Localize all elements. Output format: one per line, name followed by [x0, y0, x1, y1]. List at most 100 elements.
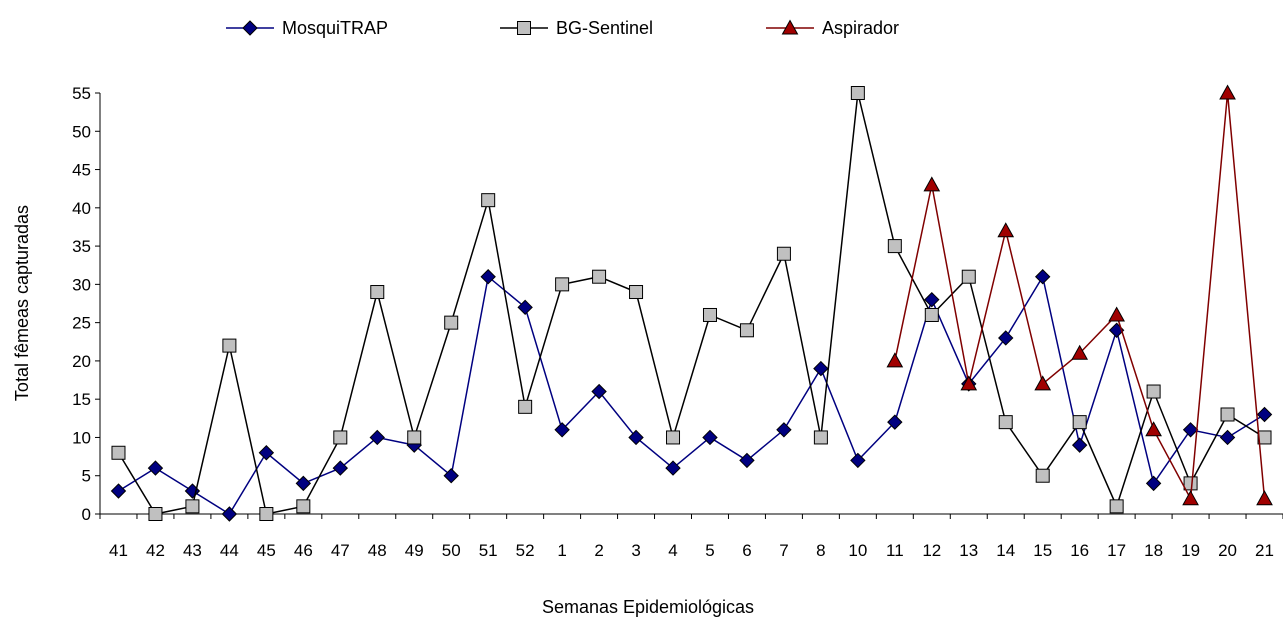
legend-marker-aspirador — [781, 19, 799, 35]
y-tick-label: 55 — [72, 84, 91, 103]
data-point-mosquitrap — [1145, 475, 1162, 492]
data-point-bg-sentinel — [111, 445, 126, 460]
data-point-aspirador — [1145, 421, 1162, 437]
x-tick-label: 20 — [1218, 541, 1237, 560]
data-point-mosquitrap — [813, 360, 829, 377]
legend-marker-mosquitrap — [242, 20, 258, 36]
x-axis-label: Semanas Epidemiológicas — [542, 597, 754, 617]
series-aspirador — [886, 84, 1273, 506]
data-point-bg-sentinel — [1035, 468, 1050, 483]
data-point-bg-sentinel — [370, 285, 385, 300]
series-bg-sentinel — [111, 86, 1272, 521]
data-point-bg-sentinel — [813, 430, 828, 445]
data-point-bg-sentinel — [555, 277, 570, 292]
x-tick-label: 2 — [594, 541, 603, 560]
x-tick-label: 13 — [959, 541, 978, 560]
data-point-bg-sentinel — [518, 399, 533, 414]
data-point-aspirador — [960, 375, 978, 391]
x-tick-label: 4 — [668, 541, 677, 560]
x-tick-label: 15 — [1033, 541, 1052, 560]
data-point-mosquitrap — [110, 483, 127, 499]
x-tick-label: 14 — [996, 541, 1015, 560]
x-tick-label: 44 — [220, 541, 239, 560]
data-point-bg-sentinel — [444, 315, 459, 330]
data-point-bg-sentinel — [259, 507, 274, 521]
x-tick-label: 8 — [816, 541, 825, 560]
x-tick-label: 6 — [742, 541, 751, 560]
x-tick-label: 43 — [183, 541, 202, 560]
data-point-bg-sentinel — [666, 430, 681, 445]
legend: MosquiTRAP BG-Sentinel Aspirador — [226, 18, 899, 38]
x-tick-label: 7 — [779, 541, 788, 560]
series-line-bg-sentinel — [117, 92, 1265, 515]
data-point-mosquitrap — [332, 460, 349, 476]
x-tick-label: 16 — [1070, 541, 1089, 560]
data-point-mosquitrap — [850, 452, 866, 469]
y-tick-label: 15 — [72, 390, 91, 409]
data-point-bg-sentinel — [629, 285, 644, 300]
y-tick-label: 30 — [72, 275, 91, 294]
y-axis-label: Total fêmeas capturadas — [12, 205, 32, 401]
data-point-mosquitrap — [628, 429, 644, 446]
x-tick-label: 42 — [146, 541, 165, 560]
y-tick-label: 0 — [82, 505, 91, 524]
data-point-mosquitrap — [1034, 269, 1051, 285]
data-point-aspirador — [923, 176, 941, 192]
legend-label-aspirador: Aspirador — [822, 18, 899, 38]
legend-item-aspirador: Aspirador — [766, 18, 899, 38]
x-tick-label: 48 — [368, 541, 387, 560]
x-tick-label: 17 — [1107, 541, 1126, 560]
data-point-mosquitrap — [1182, 422, 1199, 438]
data-point-bg-sentinel — [407, 430, 422, 445]
data-point-aspirador — [1219, 84, 1236, 100]
x-tick-label: 12 — [922, 541, 941, 560]
data-point-bg-sentinel — [1183, 476, 1198, 491]
data-point-bg-sentinel — [148, 507, 163, 521]
x-tick-label: 1 — [557, 541, 566, 560]
y-tick-label: 40 — [72, 199, 91, 218]
data-point-aspirador — [1034, 375, 1052, 391]
data-point-mosquitrap — [1219, 429, 1236, 446]
data-point-bg-sentinel — [850, 86, 865, 100]
data-point-mosquitrap — [258, 445, 275, 461]
legend-marker-bg-sentinel — [517, 21, 531, 35]
legend-label-mosquitrap: MosquiTRAP — [282, 18, 388, 38]
y-tick-label: 10 — [72, 428, 91, 447]
data-point-bg-sentinel — [1220, 407, 1235, 422]
data-point-bg-sentinel — [185, 499, 200, 514]
data-point-bg-sentinel — [702, 307, 717, 322]
data-point-bg-sentinel — [998, 415, 1013, 430]
data-point-bg-sentinel — [481, 193, 496, 208]
axes — [99, 93, 1283, 515]
y-tick-label: 45 — [72, 161, 91, 180]
data-point-mosquitrap — [369, 429, 385, 446]
x-tick-label: 21 — [1255, 541, 1274, 560]
data-point-mosquitrap — [221, 506, 238, 522]
data-point-bg-sentinel — [1109, 499, 1124, 514]
y-tick-label: 35 — [72, 237, 91, 256]
data-point-bg-sentinel — [592, 269, 607, 284]
series-layer — [110, 84, 1273, 522]
data-point-aspirador — [1108, 306, 1125, 322]
data-point-mosquitrap — [480, 269, 496, 285]
y-tick-label: 20 — [72, 352, 91, 371]
data-point-mosquitrap — [517, 299, 533, 316]
data-point-bg-sentinel — [1257, 430, 1272, 445]
y-tick-label: 25 — [72, 314, 91, 333]
data-point-mosquitrap — [665, 460, 681, 476]
x-tick-label: 41 — [109, 541, 128, 560]
data-point-mosquitrap — [998, 330, 1014, 346]
x-tick-label: 3 — [631, 541, 640, 560]
data-point-mosquitrap — [887, 414, 903, 430]
data-point-mosquitrap — [1256, 406, 1273, 423]
x-tick-label: 19 — [1181, 541, 1200, 560]
data-point-bg-sentinel — [924, 307, 939, 322]
x-tick-label: 52 — [516, 541, 535, 560]
data-point-bg-sentinel — [776, 246, 791, 261]
x-tick-label: 18 — [1144, 541, 1163, 560]
data-point-mosquitrap — [924, 291, 940, 308]
x-tick-label: 5 — [705, 541, 714, 560]
data-point-aspirador — [997, 222, 1015, 238]
x-ticks: 41 42 43 44 45 46 47 48 49 50 51 52 1 2 3 4 5 6 7 8 10 11 12 13… — [99, 514, 1283, 560]
